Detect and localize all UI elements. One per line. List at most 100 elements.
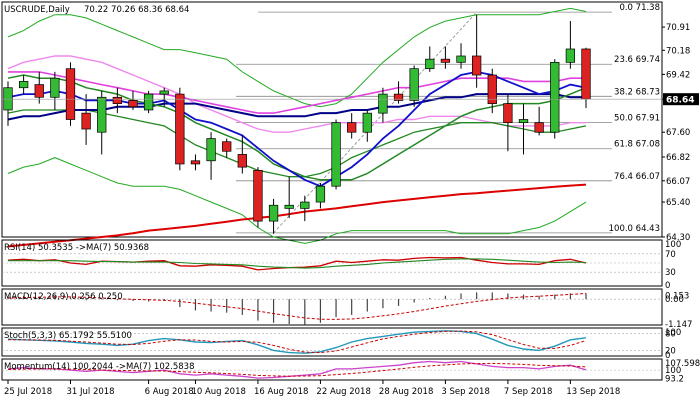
sub-pane-title: Stoch(5,3,3) 65.1792 55.5100 bbox=[4, 331, 132, 341]
current-price-label: 68.64 bbox=[666, 96, 694, 106]
sub-pane-tick-label: -1.147 bbox=[665, 320, 692, 330]
sub-pane-tick-label: 0 bbox=[665, 351, 670, 361]
price-tick-label: 70.18 bbox=[666, 46, 690, 56]
fib-level-label: 23.6 69.74 bbox=[614, 55, 660, 65]
bull-candle bbox=[425, 58, 435, 70]
bull-candle bbox=[284, 204, 294, 209]
price-pane-frame bbox=[1, 1, 663, 238]
date-label: 3 Sep 2018 bbox=[441, 387, 489, 397]
sub-pane-tick-label: 20 bbox=[665, 346, 676, 356]
bull-candle bbox=[3, 87, 13, 111]
sub-pane-title: MACD(12,26,9) 0.256 0.250 bbox=[4, 292, 123, 302]
price-tick-label: 66.07 bbox=[666, 177, 690, 187]
price-pane: 0.0 71.38 23.6 69.74 38.2 68.73 50.0 67.91 6… bbox=[1, 1, 699, 248]
bear-candle bbox=[175, 93, 185, 165]
sub-pane-frame bbox=[1, 288, 663, 326]
bear-candle bbox=[81, 112, 91, 130]
bear-candle bbox=[347, 122, 357, 133]
bull-candle bbox=[315, 185, 326, 203]
bear-candle bbox=[503, 103, 513, 124]
momentum-pane: 107.598610093.2 Momentum(14) 100.2044 ->M… bbox=[1, 358, 700, 385]
bull-candle bbox=[300, 201, 310, 209]
date-label: 6 Aug 2018 bbox=[145, 387, 194, 397]
bull-candle bbox=[518, 119, 529, 124]
date-label: 16 Aug 2018 bbox=[254, 387, 308, 397]
date-label: 13 Sep 2018 bbox=[566, 387, 620, 397]
ohlc-readout: 70.22 70.26 68.36 68.64 bbox=[84, 5, 189, 15]
bear-candle bbox=[222, 141, 232, 152]
date-label: 22 Aug 2018 bbox=[316, 387, 370, 397]
bear-candle bbox=[112, 96, 122, 104]
bull-candle bbox=[159, 90, 169, 95]
bull-candle bbox=[409, 68, 419, 101]
bull-candle bbox=[50, 77, 60, 98]
symbol-label: USCRUDE,Daily bbox=[4, 5, 70, 15]
bear-candle bbox=[581, 48, 591, 100]
stoch-d-line bbox=[8, 330, 587, 354]
bear-candle bbox=[472, 55, 482, 76]
bollinger-lower-line bbox=[7, 157, 587, 244]
bear-candle bbox=[34, 84, 44, 98]
macd-signal-line bbox=[7, 293, 587, 320]
bear-candle bbox=[128, 100, 138, 108]
bear-candle bbox=[253, 169, 263, 222]
sub-pane-tick-label: 100 bbox=[665, 240, 681, 250]
sub-pane-title: Momentum(14) 100.2044 ->MA(7) 102.5838 bbox=[4, 362, 194, 372]
stoch-k-line bbox=[7, 330, 587, 354]
date-label: 10 Aug 2018 bbox=[191, 387, 245, 397]
sub-pane-title: RSI(14) 50.3535 ->MA(7) 50.9368 bbox=[4, 243, 149, 253]
date-label: 25 Jul 2018 bbox=[4, 387, 52, 397]
bollinger-upper-line bbox=[7, 7, 587, 108]
sub-pane-frame bbox=[1, 358, 663, 381]
price-tick-label: 65.40 bbox=[666, 198, 690, 208]
price-tick-label: 70.91 bbox=[666, 23, 690, 33]
trend-line bbox=[7, 183, 587, 248]
sub-pane-tick-label: 100 bbox=[665, 328, 681, 338]
sub-pane-tick-label: 30 bbox=[665, 268, 676, 278]
fib-level-label: 76.4 66.07 bbox=[614, 172, 660, 182]
sub-pane-frame bbox=[1, 327, 663, 357]
bear-candle bbox=[393, 93, 404, 101]
fib-level-label: 61.8 67.08 bbox=[614, 140, 660, 150]
sub-pane-tick-label: 0 bbox=[665, 281, 670, 291]
momentum-ma-line bbox=[7, 362, 587, 377]
bull-candle bbox=[456, 55, 466, 63]
bull-candle bbox=[550, 61, 560, 133]
price-tick-label: 67.60 bbox=[666, 128, 690, 138]
green-ma-line bbox=[7, 74, 587, 181]
bull-candle bbox=[331, 122, 341, 187]
bull-candle bbox=[362, 112, 372, 133]
fib-level-label: 100.0 64.43 bbox=[609, 224, 660, 234]
bear-candle bbox=[65, 68, 76, 120]
bull-candle bbox=[143, 93, 154, 111]
bull-candle bbox=[97, 96, 107, 133]
bull-candle bbox=[378, 93, 388, 114]
sub-pane-tick-label: 100 bbox=[665, 366, 681, 376]
bull-candle bbox=[206, 138, 216, 162]
bull-candle bbox=[268, 204, 279, 222]
date-label: 7 Sep 2018 bbox=[504, 387, 552, 397]
price-tick-label: 64.30 bbox=[666, 233, 690, 243]
price-tick-label: 66.82 bbox=[666, 153, 690, 163]
bear-candle bbox=[534, 122, 544, 133]
bull-candle bbox=[18, 81, 29, 89]
bear-candle bbox=[190, 160, 201, 165]
sub-pane-tick-label: 70 bbox=[665, 250, 676, 260]
date-label: 28 Aug 2018 bbox=[379, 387, 433, 397]
sub-pane-tick-label: 0.00 bbox=[665, 295, 684, 305]
bear-candle bbox=[487, 74, 497, 104]
sub-pane-tick-label: 80 bbox=[665, 330, 676, 340]
sub-pane-tick-label: 93.2 bbox=[665, 375, 684, 385]
date-label: 31 Jul 2018 bbox=[66, 387, 114, 397]
sub-pane-tick-label: 107.5986 bbox=[665, 359, 700, 369]
price-tick-label: 69.42 bbox=[666, 70, 690, 80]
bear-candle bbox=[440, 58, 451, 63]
bear-candle bbox=[237, 154, 247, 168]
current-price-tag bbox=[663, 93, 699, 106]
sub-pane-tick-label: 0.153 bbox=[665, 292, 689, 302]
